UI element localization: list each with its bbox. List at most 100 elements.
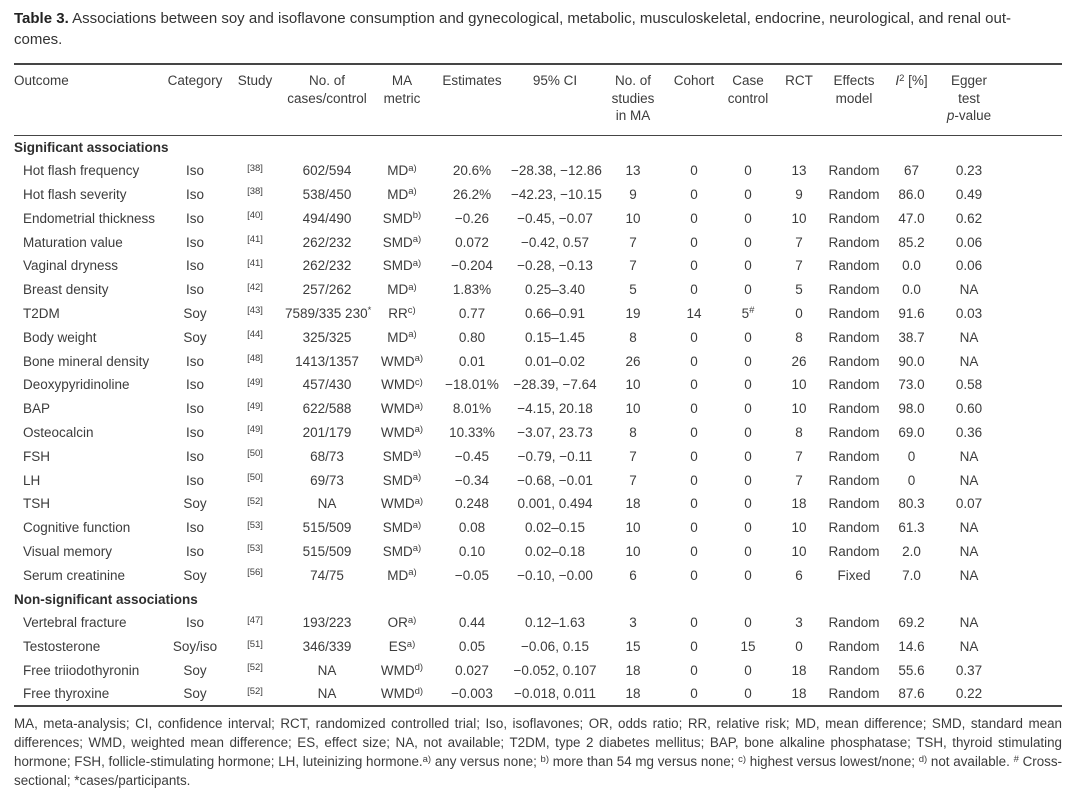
cell-ref: [38] <box>247 186 263 198</box>
cell-case_control: 0 <box>744 353 752 369</box>
cell-cases: 262/232 <box>302 234 352 250</box>
section-header-label: Non-significant associations <box>14 591 198 607</box>
cell-category: Soy <box>183 662 207 678</box>
cell-ref: [49] <box>247 376 263 388</box>
cell-model: Random <box>828 615 880 631</box>
cell-metric: RRc) <box>388 305 416 321</box>
cell-outcome: LH <box>23 472 41 488</box>
cell-ref: [41] <box>247 234 263 246</box>
cell-cohort: 0 <box>690 258 698 274</box>
cell-ref: [52] <box>247 495 263 507</box>
cell-spacer <box>999 468 1062 492</box>
cell-cases: 7589/335 230* <box>285 305 372 321</box>
table-row: Body weight Soy [44] 325/325 MDa) 0.80 0.15–1.… <box>14 325 1062 349</box>
cell-egger: NA <box>959 448 979 464</box>
cell-estimate: −0.45 <box>454 448 490 464</box>
table-row: LH Iso [50] 69/73 SMDa) −0.34 −0.68, −0.01 7 0 0 7… <box>14 468 1062 492</box>
cell-spacer <box>999 563 1062 587</box>
column-header-estimate: Estimates <box>442 73 502 88</box>
cell-ref: [51] <box>247 638 263 650</box>
cell-spacer <box>999 682 1062 706</box>
cell-model: Random <box>828 401 880 417</box>
column-header-cohort: Cohort <box>673 73 715 88</box>
cell-model: Random <box>828 377 880 393</box>
table-row: T2DM Soy [43] 7589/335 230* RRc) 0.77 0.66–0.9… <box>14 302 1062 326</box>
cell-estimate: 0.80 <box>458 329 486 345</box>
cell-i2: 2.0 <box>902 543 921 559</box>
cell-metric: WMDd) <box>380 662 424 678</box>
cell-category: Iso <box>185 401 204 417</box>
cell-cases: 622/588 <box>302 401 352 417</box>
cell-estimate: −0.204 <box>451 258 493 274</box>
cell-cohort: 0 <box>690 186 698 202</box>
cell-cohort: 0 <box>690 163 698 179</box>
cell-ref: [48] <box>247 353 263 365</box>
cell-n_ma: 26 <box>625 353 641 369</box>
cell-egger: 0.62 <box>955 210 983 226</box>
cell-outcome: Body weight <box>23 329 97 345</box>
column-header-case_control: Case control <box>727 73 769 106</box>
cell-case_control: 0 <box>744 472 752 488</box>
cell-model: Random <box>828 520 880 536</box>
cell-category: Soy <box>183 329 207 345</box>
paper-table-page: Table 3. Associations between soy and is… <box>14 10 1062 788</box>
cell-metric: ORa) <box>387 614 417 631</box>
cell-cohort: 0 <box>690 662 698 678</box>
cell-egger: NA <box>959 329 979 345</box>
cell-case_control: 0 <box>744 234 752 250</box>
table-row: Visual memory Iso [53] 515/509 SMDa) 0.10 0.02… <box>14 540 1062 564</box>
cell-n_ma: 7 <box>629 448 637 464</box>
cell-model: Random <box>828 496 880 512</box>
cell-spacer <box>999 206 1062 230</box>
cell-case_control: 0 <box>744 210 752 226</box>
table-row: Serum creatinine Soy [56] 74/75 MDa) −0.05 −0.… <box>14 563 1062 587</box>
cell-rct: 7 <box>795 448 803 464</box>
cell-egger: 0.06 <box>955 234 983 250</box>
cell-model: Random <box>828 472 880 488</box>
cell-i2: 0.0 <box>902 258 921 274</box>
cell-spacer <box>999 278 1062 302</box>
cell-spacer <box>999 325 1062 349</box>
cell-model: Random <box>828 424 880 440</box>
cell-category: Soy <box>183 686 207 702</box>
cell-cohort: 0 <box>690 543 698 559</box>
cell-cases: 515/509 <box>302 543 352 559</box>
cell-metric: ESa) <box>388 638 416 655</box>
table-row: Endometrial thickness Iso [40] 494/490 SMDb)… <box>14 206 1062 230</box>
cell-ref: [56] <box>247 567 263 579</box>
table-row: Deoxypyridinoline Iso [49] 457/430 WMDc) −18.… <box>14 373 1062 397</box>
cell-n_ma: 18 <box>625 496 641 512</box>
cell-ref: [47] <box>247 614 263 626</box>
cell-spacer <box>999 492 1062 516</box>
cell-i2: 85.2 <box>898 234 925 250</box>
cell-ref: [49] <box>247 400 263 412</box>
cell-category: Iso <box>185 520 204 536</box>
cell-category: Iso <box>185 472 204 488</box>
cell-rct: 10 <box>791 377 807 393</box>
cell-rct: 10 <box>791 401 807 417</box>
cell-rct: 13 <box>791 163 807 179</box>
cell-egger: 0.22 <box>955 686 983 702</box>
cell-spacer <box>999 159 1062 183</box>
cell-spacer <box>999 611 1062 635</box>
cell-i2: 67 <box>903 163 920 179</box>
column-header-egger: Egger test p-value <box>946 73 992 123</box>
cell-estimate: −0.05 <box>454 567 490 583</box>
cell-n_ma: 5 <box>629 282 637 298</box>
cell-case_control: 0 <box>744 186 752 202</box>
cell-cohort: 0 <box>690 329 698 345</box>
cell-metric: WMDa) <box>380 495 424 512</box>
column-header-ref: Study <box>237 73 273 88</box>
cell-model: Random <box>828 686 880 702</box>
cell-cases: 193/223 <box>302 615 352 631</box>
cell-spacer <box>999 635 1062 659</box>
cell-metric: WMDa) <box>380 353 424 369</box>
cell-ref: [53] <box>247 543 263 555</box>
cell-egger: NA <box>959 639 979 655</box>
cell-i2: 86.0 <box>898 186 925 202</box>
cell-model: Random <box>828 234 880 250</box>
cell-i2: 7.0 <box>902 567 921 583</box>
cell-case_control: 0 <box>744 543 752 559</box>
cell-n_ma: 8 <box>629 424 637 440</box>
cell-spacer <box>999 302 1062 326</box>
